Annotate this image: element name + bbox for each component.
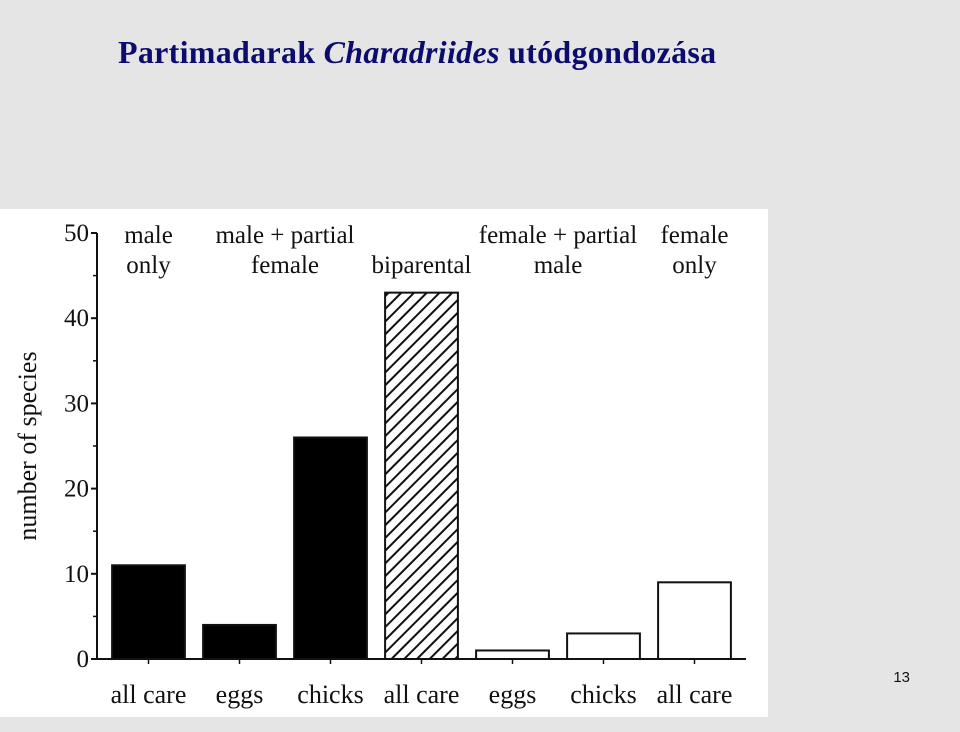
x-tick-label: all care (384, 680, 460, 709)
bar-chart: number of species 0 10 20 30 40 50 all care eg… (13, 220, 746, 709)
title-part-3: utódgondozása (499, 34, 717, 70)
group-label: female (660, 222, 728, 249)
group-labels: male only male + partial female biparental fe… (124, 222, 728, 279)
group-label: male + partial (215, 222, 354, 249)
x-tick-labels: all care eggs chicks all care eggs chicks all … (111, 659, 733, 709)
x-tick-label: eggs (216, 680, 264, 709)
y-tick-label: 0 (77, 646, 90, 673)
bar-2 (202, 623, 277, 661)
bar-3 (293, 436, 368, 660)
page-number: 13 (893, 669, 910, 686)
bar-6 (566, 632, 641, 661)
bar-5 (475, 649, 550, 661)
bar-7 (657, 581, 732, 661)
x-tick-label: all care (657, 680, 733, 709)
slide-title: Partimadarak Charadriides utódgondozása (118, 34, 716, 71)
x-tick-label: eggs (489, 680, 537, 709)
x-tick-label: all care (111, 680, 187, 709)
group-label: only (126, 252, 171, 279)
title-part-1: Partimadarak (118, 34, 324, 70)
x-tick-label: chicks (570, 680, 636, 709)
bar-1 (111, 564, 186, 660)
y-tick-label: 40 (64, 305, 89, 332)
y-tick-label: 10 (64, 561, 89, 588)
y-ticks: 0 10 20 30 40 50 (64, 220, 97, 673)
group-label: only (672, 252, 717, 279)
chart-panel: number of species 0 10 20 30 40 50 all care eg… (0, 209, 768, 717)
group-label: female + partial (479, 222, 638, 249)
bars (111, 291, 732, 661)
y-tick-label: 50 (64, 220, 89, 247)
group-label: male (124, 222, 173, 249)
group-label: female (251, 252, 319, 279)
title-part-italic: Charadriides (323, 34, 500, 70)
group-label: biparental (372, 252, 472, 279)
y-axis-label: number of species (13, 351, 42, 540)
bar-4 (384, 291, 459, 660)
x-tick-label: chicks (297, 680, 363, 709)
y-tick-label: 20 (64, 476, 89, 503)
group-label: male (534, 252, 583, 279)
y-tick-label: 30 (64, 390, 89, 417)
